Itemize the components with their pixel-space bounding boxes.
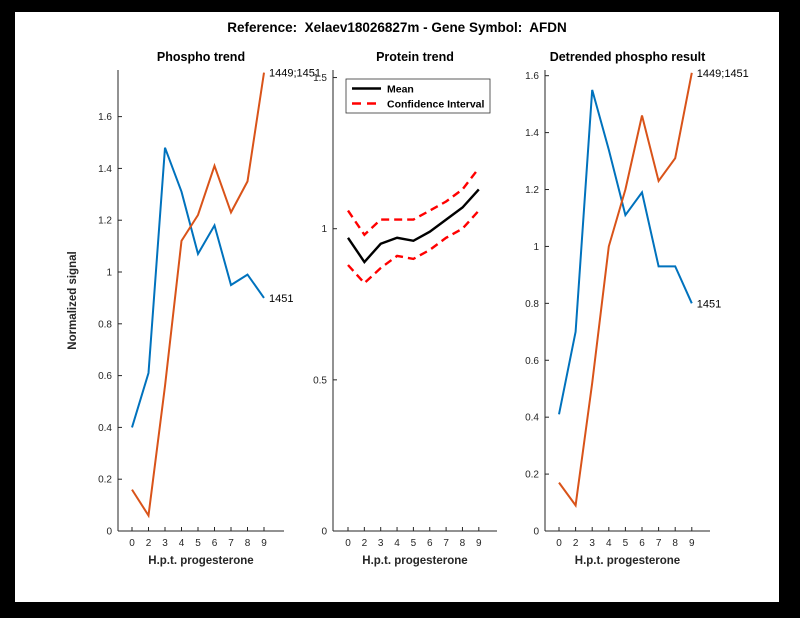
series-end-label: 1451 bbox=[697, 298, 721, 310]
x-tick-label: 4 bbox=[606, 538, 612, 549]
series-end-label: 1449;1451 bbox=[697, 68, 749, 80]
series-end-label: 1449;1451 bbox=[269, 68, 321, 80]
series-end-label: 1451 bbox=[269, 293, 293, 305]
x-tick-label: 7 bbox=[228, 538, 234, 549]
y-tick-label: 0.6 bbox=[98, 371, 112, 382]
x-tick-label: 4 bbox=[394, 538, 400, 549]
x-tick-label: 5 bbox=[623, 538, 629, 549]
x-tick-label: 3 bbox=[378, 538, 384, 549]
y-tick-label: 1.2 bbox=[98, 216, 112, 227]
legend-box bbox=[345, 78, 491, 114]
series-line-1451 bbox=[558, 89, 693, 415]
matlab-figure: Reference: Xelaev18026827m - Gene Symbol… bbox=[15, 12, 779, 602]
x-tick-label: 6 bbox=[212, 538, 218, 549]
detrended-phospho-axes: 00.20.40.60.811.21.41.60 2 3 4 5 6 7 8 9Detrende… bbox=[525, 50, 749, 567]
y-tick-label: 1.4 bbox=[525, 128, 539, 139]
x-tick-label: 3 bbox=[162, 538, 168, 549]
series-line-Confidence Interval lower bbox=[347, 209, 480, 285]
y-tick-label: 1 bbox=[533, 242, 539, 253]
y-tick-label: 0.2 bbox=[525, 470, 539, 481]
x-axis-label: H.p.t. progesterone bbox=[575, 555, 680, 567]
y-tick-label: 1 bbox=[321, 224, 327, 235]
x-tick-label: 9 bbox=[261, 538, 267, 549]
x-tick-label: 8 bbox=[245, 538, 251, 549]
series-line-1451 bbox=[131, 147, 265, 428]
x-tick-label: 9 bbox=[689, 538, 695, 549]
series-line-Confidence Interval upper bbox=[347, 167, 480, 237]
y-tick-label: 0.4 bbox=[98, 423, 112, 434]
y-axis-label: Normalized signal bbox=[67, 251, 79, 349]
legend-label: Mean bbox=[387, 84, 414, 96]
y-tick-label: 1.2 bbox=[525, 185, 539, 196]
plot-title: Protein trend bbox=[376, 50, 454, 64]
x-tick-label: 4 bbox=[179, 538, 185, 549]
x-tick-label: 2 bbox=[146, 538, 152, 549]
x-tick-label: 0 bbox=[129, 538, 135, 549]
x-tick-label: 5 bbox=[195, 538, 201, 549]
x-axis-label: H.p.t. progesterone bbox=[362, 555, 467, 567]
legend-label: Confidence Interval bbox=[387, 99, 485, 111]
x-tick-label: 6 bbox=[639, 538, 645, 549]
plot-title: Detrended phospho result bbox=[550, 50, 706, 64]
x-tick-label: 9 bbox=[476, 538, 482, 549]
y-tick-label: 0.5 bbox=[313, 375, 327, 386]
y-tick-label: 1.6 bbox=[525, 71, 539, 82]
x-tick-label: 2 bbox=[573, 538, 579, 549]
y-tick-label: 0 bbox=[533, 527, 539, 538]
figure-title: Reference: Xelaev18026827m - Gene Symbol… bbox=[227, 20, 567, 35]
y-tick-label: 0 bbox=[106, 527, 112, 538]
y-tick-label: 0.8 bbox=[525, 299, 539, 310]
series-line-1449;1451 bbox=[558, 72, 693, 509]
x-axis-label: H.p.t. progesterone bbox=[148, 555, 253, 567]
x-tick-label: 5 bbox=[411, 538, 417, 549]
phospho-trend-axes: 00.20.40.60.811.21.41.60 2 3 4 5 6 7 8 9Phospho … bbox=[67, 50, 321, 567]
y-tick-label: 0.2 bbox=[98, 475, 112, 486]
x-tick-label: 6 bbox=[427, 538, 433, 549]
y-tick-label: 0.4 bbox=[525, 413, 539, 424]
series-line-1449;1451 bbox=[131, 72, 265, 519]
x-tick-label: 0 bbox=[556, 538, 562, 549]
x-tick-label: 0 bbox=[345, 538, 351, 549]
y-tick-label: 1.4 bbox=[98, 164, 112, 175]
x-tick-label: 7 bbox=[443, 538, 449, 549]
plot-title: Phospho trend bbox=[157, 50, 245, 64]
y-tick-label: 0.6 bbox=[525, 356, 539, 367]
y-tick-label: 1.6 bbox=[98, 112, 112, 123]
x-tick-label: 2 bbox=[362, 538, 368, 549]
series-line-Mean bbox=[347, 188, 480, 264]
y-tick-label: 0.8 bbox=[98, 319, 112, 330]
x-tick-label: 7 bbox=[656, 538, 662, 549]
plots-canvas: 00.20.40.60.811.21.41.60 2 3 4 5 6 7 8 9Phospho … bbox=[67, 50, 749, 567]
y-tick-label: 0 bbox=[321, 527, 327, 538]
x-tick-label: 8 bbox=[460, 538, 466, 549]
y-tick-label: 1 bbox=[106, 268, 112, 279]
x-tick-label: 8 bbox=[672, 538, 678, 549]
x-tick-label: 3 bbox=[589, 538, 595, 549]
y-tick-label: 1.5 bbox=[313, 73, 327, 84]
